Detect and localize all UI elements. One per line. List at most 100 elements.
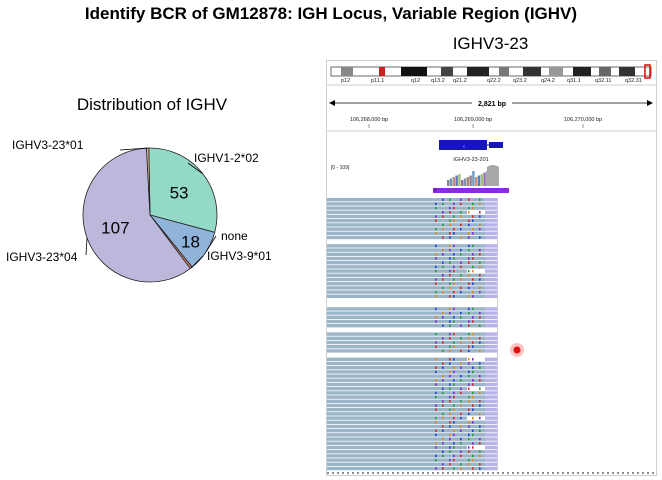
- mismatch-base: [435, 404, 437, 407]
- mismatch-base: [449, 412, 451, 416]
- aligned-read: [327, 269, 467, 273]
- gene-label: IGHV3-23-201: [453, 157, 488, 163]
- mismatch-base: [449, 395, 451, 399]
- mismatch-base: [468, 211, 470, 214]
- aligned-read-soft-clip: [485, 466, 497, 471]
- band-label: q32.11: [595, 78, 611, 84]
- mismatch-base: [442, 278, 444, 281]
- mismatch-base: [435, 370, 437, 374]
- mismatch-base: [479, 374, 481, 378]
- mismatch-base: [472, 442, 474, 445]
- mismatch-base: [479, 248, 481, 252]
- mismatch-base: [435, 269, 437, 273]
- mismatch-base: [460, 425, 462, 428]
- alignment-track[interactable]: [327, 198, 498, 471]
- aligned-read: [327, 466, 485, 471]
- mismatch-base: [479, 286, 481, 290]
- mismatch-base: [468, 236, 470, 239]
- aligned-read-soft-clip: [485, 273, 497, 277]
- pie-slice-label: IGHV1-2*02: [194, 151, 259, 165]
- mismatch-base: [453, 307, 455, 311]
- mismatch-base: [449, 358, 451, 361]
- aligned-read: [327, 244, 485, 248]
- mismatch-base: [468, 437, 470, 441]
- mismatch-base: [453, 219, 455, 222]
- mismatch-base: [468, 408, 470, 411]
- aligned-read-soft-clip: [485, 324, 497, 328]
- mismatch-base: [468, 223, 470, 227]
- mismatch-base: [460, 211, 462, 214]
- mismatch-base: [479, 341, 481, 344]
- aligned-read: [327, 412, 485, 416]
- coverage-bar: [475, 177, 478, 186]
- mismatch-base: [453, 391, 455, 395]
- aligned-read: [327, 315, 485, 319]
- position-tick-label: 106,268,000 bp: [350, 117, 388, 123]
- aligned-read: [327, 219, 485, 223]
- mismatch-base: [468, 425, 470, 428]
- mismatch-base: [479, 290, 481, 294]
- mismatch-base: [472, 454, 474, 458]
- coverage-bar: [477, 175, 481, 186]
- mismatch-base: [435, 467, 437, 470]
- coverage-track[interactable]: [433, 165, 509, 193]
- mismatch-base: [453, 265, 455, 269]
- mismatch-base: [468, 446, 470, 449]
- mismatch-base: [453, 341, 455, 344]
- mismatch-base: [449, 400, 451, 403]
- mismatch-base: [453, 358, 455, 361]
- aligned-read-soft-clip: [485, 378, 497, 382]
- mismatch-base: [472, 206, 474, 210]
- mismatch-base: [460, 442, 462, 445]
- mismatch-base: [435, 307, 437, 311]
- mismatch-base: [435, 215, 437, 218]
- mismatch-base: [453, 253, 455, 256]
- aligned-read-soft-clip: [485, 210, 497, 214]
- aligned-read: [327, 349, 485, 353]
- mismatch-base: [442, 215, 444, 218]
- mismatch-base: [449, 345, 451, 348]
- aligned-read: [327, 408, 485, 412]
- mismatch-base: [460, 261, 462, 264]
- svg-text:‹: ‹: [463, 144, 465, 150]
- mismatch-base: [449, 223, 451, 227]
- aligned-read-soft-clip: [485, 370, 497, 374]
- coverage-scale-label: [0 - 109]: [331, 165, 350, 171]
- mismatch-base: [479, 412, 481, 416]
- band-label: p11.1: [371, 78, 384, 84]
- mismatch-base: [460, 467, 462, 470]
- mismatch-base: [479, 404, 481, 407]
- mismatch-base: [472, 316, 474, 319]
- mismatch-base: [460, 202, 462, 206]
- mismatch-base: [442, 311, 444, 315]
- mismatch-base: [449, 320, 451, 323]
- band-label: q12: [411, 78, 420, 84]
- mismatch-base: [449, 324, 451, 327]
- insertion-marker-bar: [495, 188, 509, 193]
- mismatch-base: [435, 332, 437, 336]
- aligned-read: [327, 324, 485, 328]
- mismatch-base: [468, 421, 470, 424]
- mismatch-base: [449, 450, 451, 453]
- mismatch-base: [460, 337, 462, 340]
- aligned-read: [327, 454, 485, 458]
- gene-track[interactable]: ‹: [439, 140, 503, 150]
- aligned-read: [327, 433, 485, 437]
- mismatch-base: [453, 295, 455, 298]
- mismatch-base: [442, 261, 444, 264]
- mismatch-base: [472, 227, 474, 231]
- igv-browser-panel[interactable]: p12 p11.1 q12 q13.2 q21.2 q22.2 q23.2 q24.2 q31.…: [326, 60, 657, 476]
- mismatch-base: [460, 290, 462, 294]
- aligned-read: [327, 395, 485, 399]
- chromosome-ideogram[interactable]: [330, 64, 652, 79]
- mismatch-base: [453, 215, 455, 218]
- aligned-read-soft-clip: [485, 206, 497, 210]
- coverage-bar: [458, 174, 461, 186]
- mismatch-base: [442, 366, 444, 369]
- mismatch-base: [479, 391, 481, 395]
- mismatch-base: [453, 366, 455, 369]
- aligned-read: [327, 198, 485, 202]
- mismatch-base: [460, 248, 462, 252]
- mismatch-base: [468, 232, 470, 235]
- aligned-read: [327, 437, 485, 441]
